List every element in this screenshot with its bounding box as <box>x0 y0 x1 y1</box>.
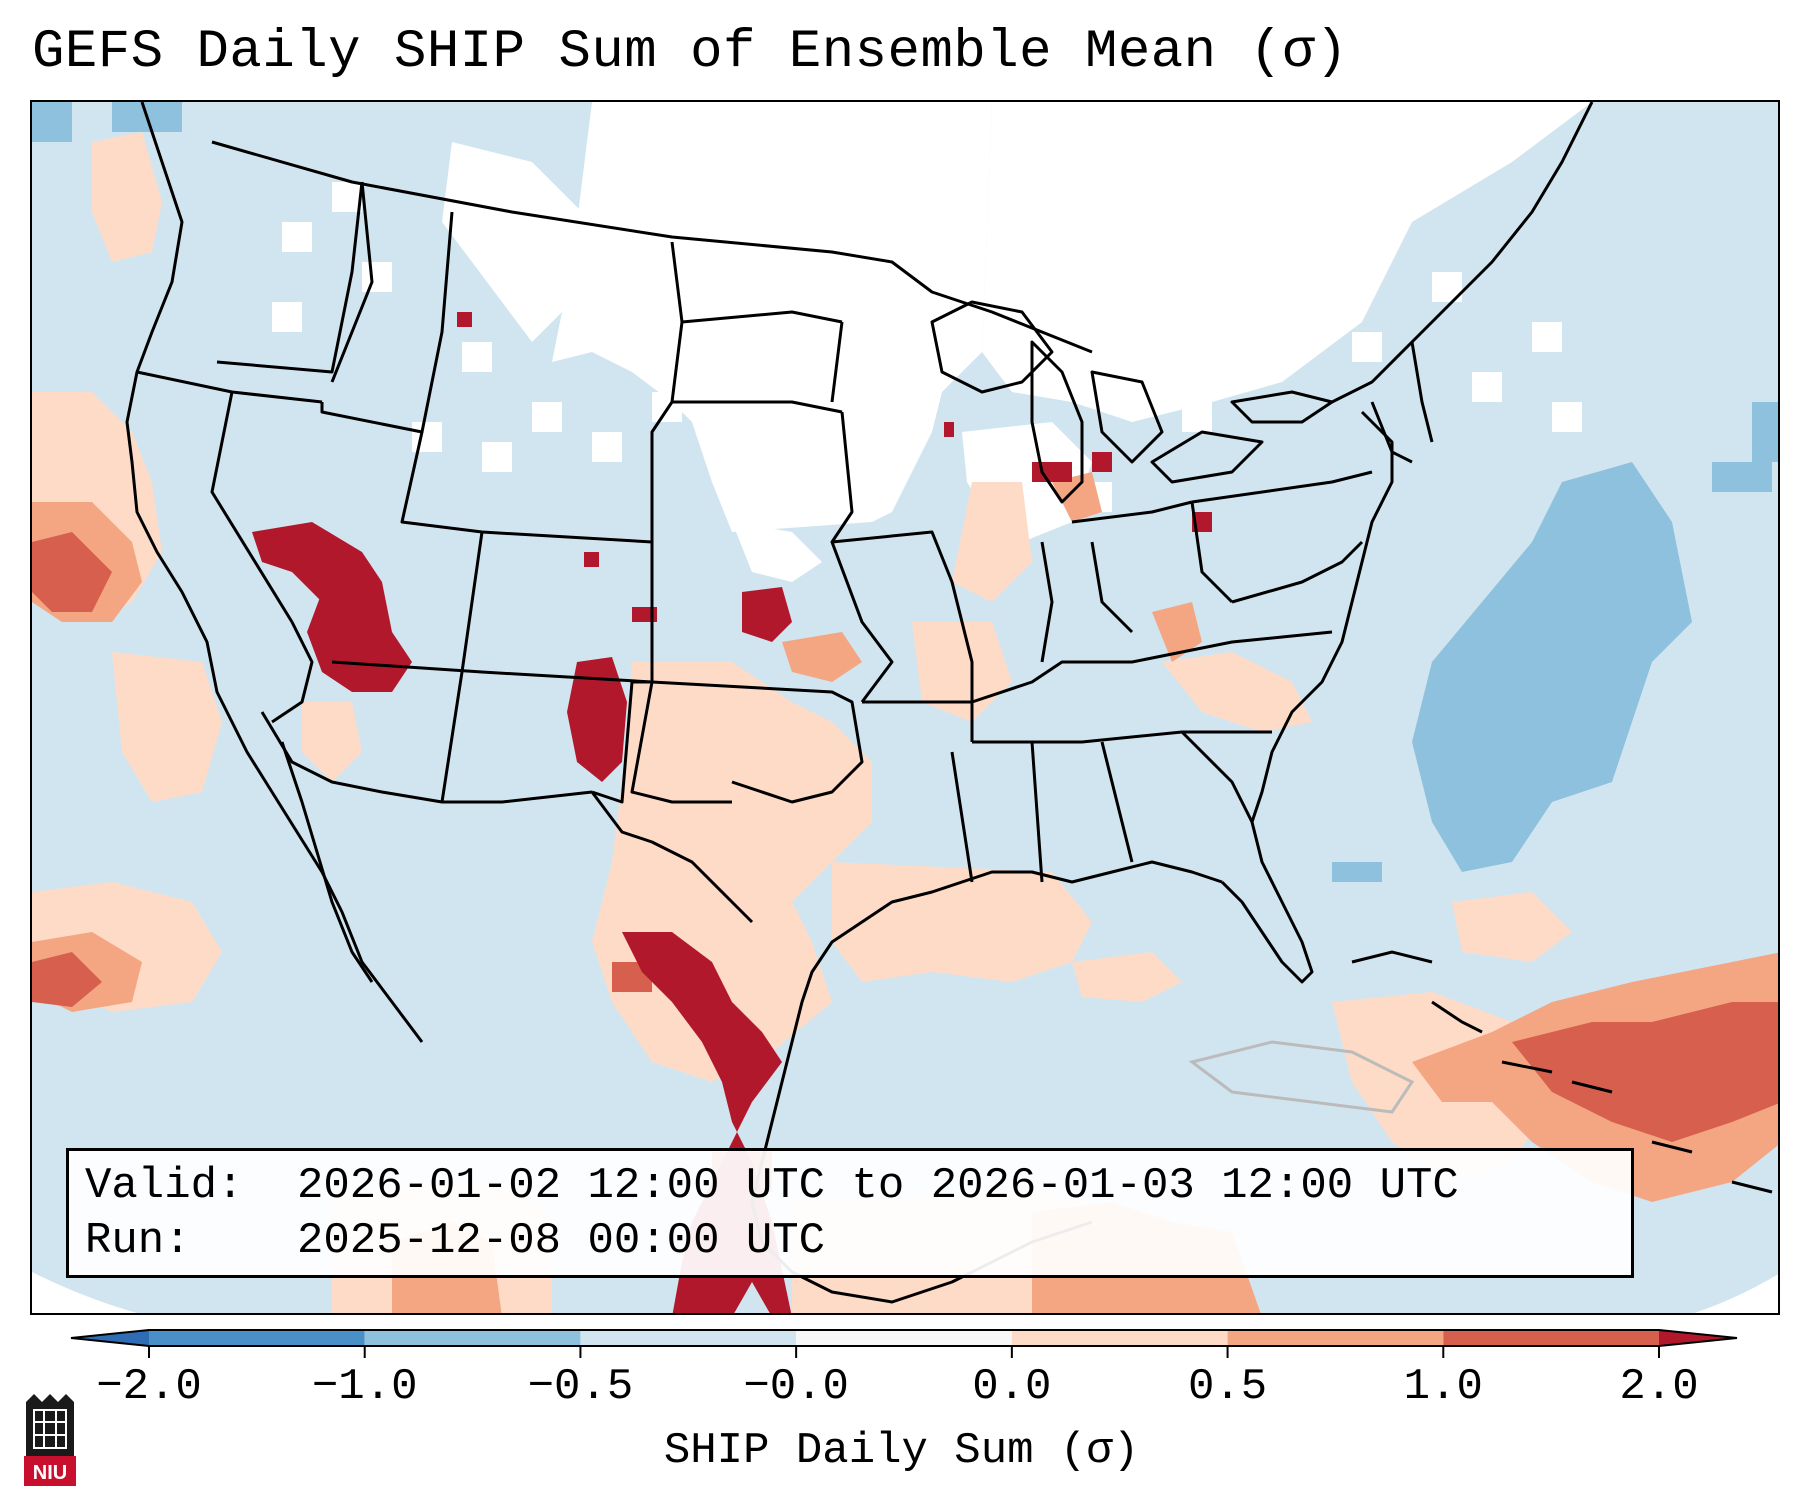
colorbar-label: SHIP Daily Sum (σ) <box>663 1426 1140 1476</box>
scattered-near-zero-blocks <box>272 182 1582 512</box>
run-label: Run: <box>85 1216 191 1266</box>
valid-line: Valid: 2026-01-02 12:00 UTC to 2026-01-03… <box>85 1159 1631 1214</box>
colorbar-bin <box>149 1330 365 1346</box>
niu-logo-icon: NIU <box>24 1394 76 1486</box>
colorbar-bin <box>1227 1330 1444 1346</box>
colorbar-tick-label: −1.0 <box>311 1362 418 1412</box>
page-title: GEFS Daily SHIP Sum of Ensemble Mean (σ) <box>32 22 1349 83</box>
colorbar-tick-label: 1.0 <box>1403 1362 1483 1412</box>
valid-run-info-box: Valid: 2026-01-02 12:00 UTC to 2026-01-03… <box>66 1148 1634 1278</box>
colorbar-tick-label: 0.0 <box>972 1362 1052 1412</box>
map-canvas <box>32 102 1778 1313</box>
colorbar-bin <box>364 1330 581 1346</box>
valid-value: 2026-01-02 12:00 UTC to 2026-01-03 12:00… <box>297 1161 1459 1211</box>
colorbar-tick-label: −0.5 <box>527 1362 634 1412</box>
run-value: 2025-12-08 00:00 UTC <box>297 1216 826 1266</box>
near-zero-areas <box>442 102 1592 582</box>
caribbean-islands <box>1351 950 1773 1194</box>
outside-domain-left <box>32 1272 138 1313</box>
colorbar <box>70 1329 1738 1358</box>
colorbar-bin <box>1011 1330 1228 1346</box>
colorbar-extension-low <box>71 1330 149 1346</box>
colorbar-ticks <box>148 1346 1660 1358</box>
colorbar-tick-label: 2.0 <box>1619 1362 1699 1412</box>
colorbar-bin <box>580 1330 797 1346</box>
map-panel <box>30 100 1780 1315</box>
cuba-outline <box>1188 1040 1415 1114</box>
outside-domain-right <box>1694 1274 1778 1313</box>
colorbar-bin <box>1443 1330 1659 1346</box>
colorbar-extension-high <box>1659 1330 1737 1346</box>
colorbar-tick-label: 0.5 <box>1187 1362 1268 1412</box>
colorbar-tick-label: −0.0 <box>743 1362 849 1412</box>
colorbar-bin <box>796 1330 1012 1346</box>
run-line: Run: 2025-12-08 00:00 UTC <box>85 1214 1631 1269</box>
valid-label: Valid: <box>85 1161 244 1211</box>
niu-logo-text: NIU <box>33 1462 67 1484</box>
colorbar-bins <box>70 1329 1738 1347</box>
colorbar-tick-label: −2.0 <box>96 1362 202 1412</box>
